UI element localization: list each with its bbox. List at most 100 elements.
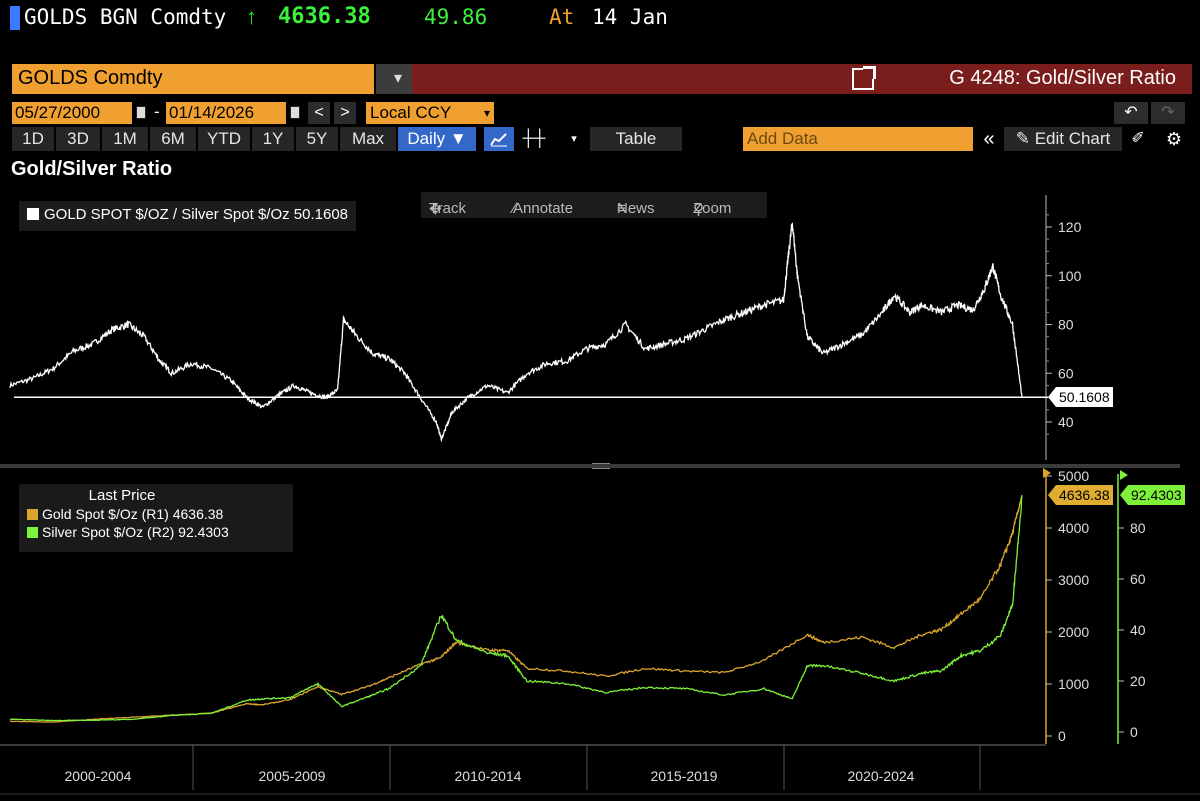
ticker-change: 49.86 (424, 5, 488, 29)
next-period-button[interactable]: > (334, 102, 356, 124)
gold-y-tick-label: 0 (1058, 728, 1066, 744)
ratio-y-tick-label: 40 (1058, 414, 1074, 430)
silver-legend-swatch (27, 527, 38, 538)
zoom-tool-label: Zoom (693, 200, 732, 217)
collapse-icon[interactable]: « (983, 128, 995, 150)
period-1d-button[interactable]: 1D (12, 127, 54, 151)
function-header: G 4248: Gold/Silver Ratio (412, 64, 1192, 94)
chevron-down-icon: ▾ (483, 106, 490, 120)
ticker-date: 14 Jan (592, 5, 668, 29)
gold-y-tick-label: 1000 (1058, 676, 1089, 692)
ticker-at-label: At (549, 5, 575, 29)
silver-axis-arrow-icon (1120, 470, 1128, 480)
ratio-legend[interactable]: GOLD SPOT $/OZ / Silver Spot $/Oz 50.160… (19, 201, 357, 231)
start-date-input[interactable]: 05/27/2000 (12, 102, 132, 124)
chart-title: Gold/Silver Ratio (11, 158, 173, 180)
dropdown-icon: ▾ (393, 70, 403, 87)
silver-legend-label: Silver Spot $/Oz (R2) 92.4303 (42, 524, 229, 540)
prev-period-button[interactable]: < (308, 102, 330, 124)
news-icon: ≡ (617, 200, 626, 217)
date-range-row: 05/27/2000 - 01/14/2026 < > Local CCY ▾ … (12, 102, 1192, 124)
period-6m-button[interactable]: 6M (150, 127, 196, 151)
ratio-y-tick-label: 120 (1058, 219, 1082, 235)
silver-y-tick-label: 20 (1130, 673, 1146, 689)
x-axis-label: 2005-2009 (258, 768, 326, 784)
gold-y-tick-label: 5000 (1058, 468, 1089, 484)
ratio-y-tick-label: 80 (1058, 317, 1074, 333)
ticker-marker (10, 6, 20, 30)
up-arrow-icon: ↑ (246, 4, 257, 29)
redo-button[interactable]: ↷ (1151, 102, 1185, 124)
track-tool-label: Track (429, 200, 466, 217)
redo-icon: ↷ (1161, 104, 1175, 121)
calendar-icon[interactable] (136, 106, 146, 119)
line-chart-icon[interactable] (484, 127, 514, 151)
gold-y-tick-label: 2000 (1058, 624, 1089, 640)
ratio-last-tag: 50.1608 (1048, 387, 1113, 407)
chart-tools-bar: ✥ Track ∕ Annotate ≡ News ⚲ Zoom (421, 192, 767, 218)
undo-button[interactable]: ↶ (1114, 102, 1148, 124)
pencil-icon: ✎ (1015, 129, 1030, 148)
period-1m-button[interactable]: 1M (102, 127, 148, 151)
security-bar: GOLDS Comdty ▾ G 4248: Gold/Silver Ratio (12, 64, 1192, 94)
ratio-series-line[interactable] (9, 222, 1023, 443)
splitter-grip-icon[interactable] (592, 463, 610, 469)
edit-chart-button[interactable]: ✎ Edit Chart (1004, 127, 1122, 151)
gold-series-line[interactable] (9, 494, 1023, 723)
news-tool-label: News (617, 200, 655, 217)
period-3d-button[interactable]: 3D (56, 127, 100, 151)
calendar-icon[interactable] (290, 106, 300, 119)
ratio-legend-label: GOLD SPOT $/OZ / Silver Spot $/Oz 50.160… (44, 206, 349, 223)
edit-chart-label: Edit Chart (1034, 129, 1111, 148)
function-title: G 4248: Gold/Silver Ratio (949, 67, 1176, 89)
table-button[interactable]: Table (590, 127, 682, 151)
magnifier-icon: ⚲ (693, 201, 704, 218)
silver-y-tick-label: 0 (1130, 724, 1138, 740)
silver-y-tick-label: 80 (1130, 520, 1146, 536)
currency-value: Local CCY (370, 103, 452, 122)
ratio-y-tick-label: 100 (1058, 268, 1082, 284)
price-legend[interactable]: Last Price Gold Spot $/Oz (R1) 4636.38 S… (19, 484, 293, 552)
ticker-last-price: 4636.38 (278, 4, 371, 29)
gear-icon[interactable]: ⚙ (1165, 129, 1183, 149)
add-data-input[interactable]: Add Data (743, 127, 973, 151)
external-link-icon[interactable] (852, 66, 876, 90)
security-input[interactable]: GOLDS Comdty (12, 64, 374, 94)
chart-area[interactable]: 40 60 80 100 120 0 1000 2000 3000 4000 5000 0 20 40 60… (0, 185, 1200, 801)
silver-y-tick-label: 40 (1130, 622, 1146, 638)
gold-legend-label: Gold Spot $/Oz (R1) 4636.38 (42, 506, 224, 522)
gold-axis-arrow-icon (1043, 468, 1051, 478)
x-axis-label: 2015-2019 (650, 768, 718, 784)
period-ytd-button[interactable]: YTD (198, 127, 250, 151)
period-5y-button[interactable]: 5Y (296, 127, 338, 151)
ticker-bar: GOLDS BGN Comdty ↑ 4636.38 49.86 At 14 J… (0, 0, 1200, 36)
x-axis-label: 2000-2004 (64, 768, 132, 784)
crosshair-icon: ✥ (429, 201, 442, 218)
annotate-tool-label: Annotate (513, 200, 574, 217)
currency-select[interactable]: Local CCY ▾ (366, 102, 494, 124)
silver-y-tick-label: 60 (1130, 571, 1146, 587)
date-separator: - (154, 102, 160, 121)
gold-last-tag: 4636.38 (1048, 485, 1113, 505)
frequency-dropdown[interactable]: Daily ▼ (398, 127, 476, 151)
chart-toolbar: 1D 3D 1M 6M YTD 1Y 5Y Max Daily ▼ ┼┼ ▾ T… (12, 127, 1192, 151)
gold-legend-swatch (27, 509, 38, 520)
silver-last-tag: 92.4303 (1120, 485, 1185, 505)
period-max-button[interactable]: Max (340, 127, 396, 151)
x-axis-label: 2020-2024 (847, 768, 915, 784)
panel-splitter[interactable] (0, 464, 1180, 468)
chart-type-dropdown-icon[interactable]: ▾ (571, 133, 577, 145)
gold-y-tick-label: 4000 (1058, 520, 1089, 536)
candlestick-icon[interactable]: ┼┼ (522, 130, 546, 147)
end-date-input[interactable]: 01/14/2026 (166, 102, 286, 124)
ratio-y-tick-label: 60 (1058, 365, 1074, 381)
undo-icon: ↶ (1124, 104, 1138, 121)
ticker-security[interactable]: GOLDS BGN Comdty (24, 5, 227, 29)
period-1y-button[interactable]: 1Y (252, 127, 294, 151)
gold-y-tick-label: 3000 (1058, 572, 1089, 588)
pencil-icon: ∕ (513, 200, 516, 217)
annotate-chart-icon[interactable]: ✐ (1131, 130, 1145, 147)
silver-series-line[interactable] (9, 496, 1023, 722)
price-legend-header: Last Price (88, 487, 156, 504)
x-axis-label: 2010-2014 (454, 768, 522, 784)
